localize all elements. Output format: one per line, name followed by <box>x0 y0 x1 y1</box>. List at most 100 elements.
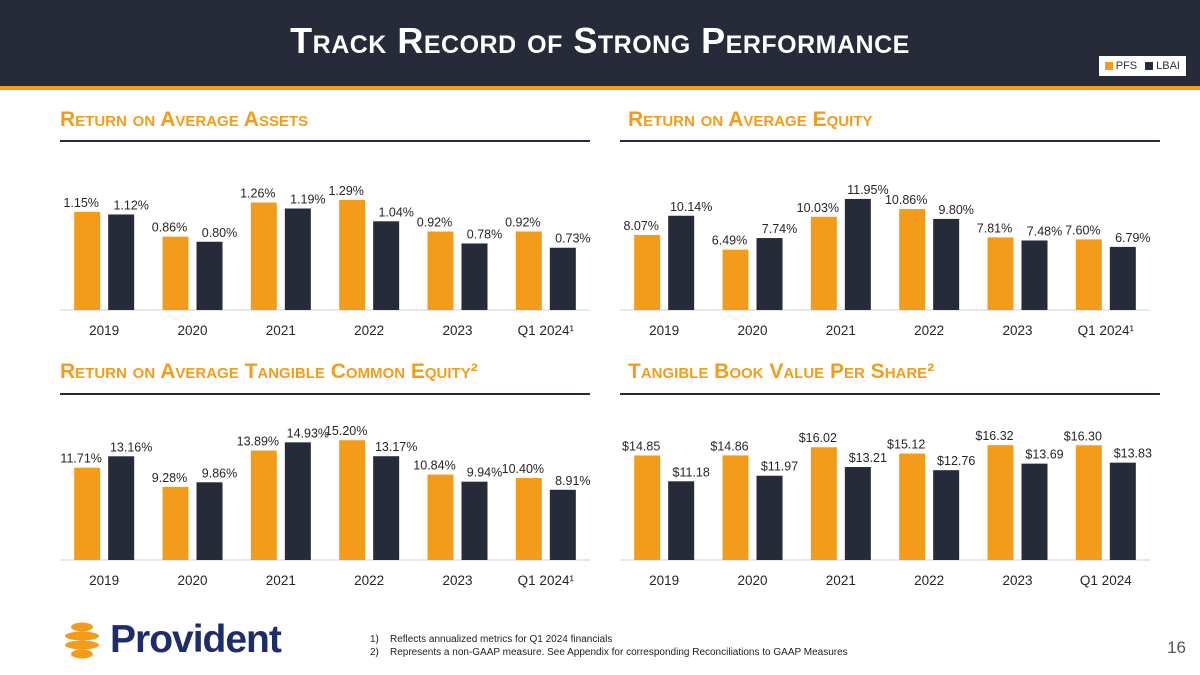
section-rule-roaa <box>60 140 590 142</box>
section-rule-rotce <box>60 393 590 395</box>
category-label: 2023 <box>1002 573 1032 588</box>
legend-swatch-lbai <box>1145 62 1154 70</box>
bar-lbai <box>1021 463 1048 560</box>
bar-lbai <box>1109 462 1136 560</box>
category-label: 2023 <box>1002 323 1032 338</box>
bar-lbai <box>549 489 576 560</box>
bar-pfs <box>339 440 366 560</box>
bar-lbai <box>461 481 488 560</box>
bar-pfs <box>899 453 926 560</box>
bar-pfs <box>162 486 189 560</box>
legend: PFS LBAI <box>1098 56 1186 76</box>
bar-pfs <box>250 202 277 310</box>
data-label-lbai: 9.86% <box>202 466 237 480</box>
data-label-pfs: 0.92% <box>505 216 540 230</box>
footnote-text: Represents a non-GAAP measure. See Appen… <box>390 647 848 658</box>
chart-roaa: 1.15% 1.12% 2019 0.86% 0.80% 2020 1.26% 1.19% 20… <box>60 184 591 338</box>
bar-pfs <box>722 249 749 310</box>
category-label: Q1 2024¹ <box>518 323 575 338</box>
data-label-pfs: 1.15% <box>63 196 98 210</box>
category-label: 2022 <box>914 323 944 338</box>
data-label-pfs: 1.26% <box>240 187 275 201</box>
category-label: Q1 2024 <box>1080 573 1132 588</box>
provident-logo: Provident <box>60 618 282 662</box>
data-label-lbai: 9.80% <box>938 203 973 217</box>
data-label-pfs: 7.60% <box>1065 223 1100 237</box>
data-label-pfs: $14.85 <box>622 439 660 453</box>
data-label-pfs: 13.89% <box>237 435 279 449</box>
data-label-pfs: 11.71% <box>60 452 101 466</box>
data-label-pfs: 10.40% <box>502 462 544 476</box>
data-label-pfs: 15.20% <box>325 424 367 438</box>
category-label: 2019 <box>649 323 679 338</box>
bar-pfs <box>74 467 101 560</box>
data-label-lbai: 10.14% <box>670 200 712 214</box>
chart-tbvps: $14.85 $11.18 2019 $14.86 $11.97 2020 $16.02 $1… <box>620 429 1152 588</box>
bar-lbai <box>373 456 400 560</box>
data-label-lbai: 13.17% <box>375 440 417 454</box>
category-label: 2022 <box>914 573 944 588</box>
footnote-number: 2) <box>370 647 379 658</box>
category-label: 2020 <box>737 573 767 588</box>
legend-item-lbai: LBAI <box>1145 60 1180 72</box>
bar-lbai <box>284 208 311 310</box>
bar-lbai <box>196 241 223 310</box>
category-label: Q1 2024¹ <box>1078 323 1135 338</box>
bar-pfs <box>1075 239 1102 310</box>
data-label-lbai: 1.12% <box>113 198 148 212</box>
bar-lbai <box>756 238 783 310</box>
bar-pfs <box>634 234 661 310</box>
header-bar <box>0 0 1200 86</box>
bar-lbai <box>284 442 311 560</box>
data-label-lbai: 14.93% <box>287 426 329 440</box>
bar-pfs <box>987 445 1014 560</box>
section-rule-roae <box>620 140 1160 142</box>
data-label-lbai: 0.80% <box>202 226 237 240</box>
chart-roae: 8.07% 10.14% 2019 6.49% 7.74% 2020 10.03% 11.95… <box>620 183 1151 338</box>
bar-lbai <box>196 482 223 560</box>
category-label: 2023 <box>442 323 472 338</box>
category-label: 2020 <box>177 573 207 588</box>
data-label-pfs: $14.86 <box>710 439 748 453</box>
data-label-pfs: $16.02 <box>799 431 837 445</box>
page-number: 16 <box>1167 638 1186 657</box>
legend-item-pfs: PFS <box>1104 60 1138 72</box>
data-label-pfs: 9.28% <box>152 471 187 485</box>
category-label: Q1 2024¹ <box>518 573 575 588</box>
bar-pfs <box>634 455 661 560</box>
chart-rotce-panel: 11.71% 13.16% 2019 9.28% 9.86% 2020 13.89% 14.9… <box>60 400 600 600</box>
category-label: 2021 <box>266 573 296 588</box>
chart-tbvps-panel: $14.85 $11.18 2019 $14.86 $11.97 2020 $16.02 $1… <box>620 400 1160 600</box>
category-label: 2021 <box>266 323 296 338</box>
footnotes: 1) Reflects annualized metrics for Q1 20… <box>370 633 848 659</box>
data-label-lbai: 0.78% <box>467 227 502 241</box>
data-label-lbai: 1.04% <box>378 205 413 219</box>
bar-lbai <box>1109 246 1136 310</box>
section-title-roae: Return on Average Equity <box>628 108 873 131</box>
data-label-lbai: $11.97 <box>761 460 798 474</box>
data-label-pfs: 10.03% <box>797 201 839 215</box>
bar-lbai <box>108 456 135 560</box>
footnote-number: 1) <box>370 634 379 645</box>
data-label-lbai: $13.69 <box>1025 448 1063 462</box>
footnote-1: 1) Reflects annualized metrics for Q1 20… <box>370 633 848 646</box>
data-label-pfs: 0.92% <box>417 216 452 230</box>
legend-label-pfs: PFS <box>1115 60 1138 72</box>
data-label-pfs: $16.32 <box>975 429 1013 443</box>
data-label-lbai: 7.48% <box>1027 224 1062 238</box>
data-label-lbai: 6.79% <box>1115 231 1150 245</box>
bar-lbai <box>844 467 871 560</box>
data-label-lbai: 0.73% <box>555 232 590 246</box>
data-label-lbai: 7.74% <box>762 222 797 236</box>
section-title-tbvps: Tangible Book Value Per Share² <box>628 360 935 383</box>
section-rule-tbvps <box>620 393 1160 395</box>
provident-logo-icon <box>65 622 99 659</box>
data-label-pfs: 10.86% <box>885 193 927 207</box>
bar-pfs <box>515 231 542 310</box>
chart-rotce: 11.71% 13.16% 2019 9.28% 9.86% 2020 13.89% 14.9… <box>60 424 591 588</box>
bar-lbai <box>844 198 871 310</box>
section-title-roaa: Return on Average Assets <box>60 108 309 131</box>
bar-pfs <box>810 216 837 310</box>
bar-lbai <box>668 481 695 560</box>
bar-pfs <box>250 450 277 560</box>
